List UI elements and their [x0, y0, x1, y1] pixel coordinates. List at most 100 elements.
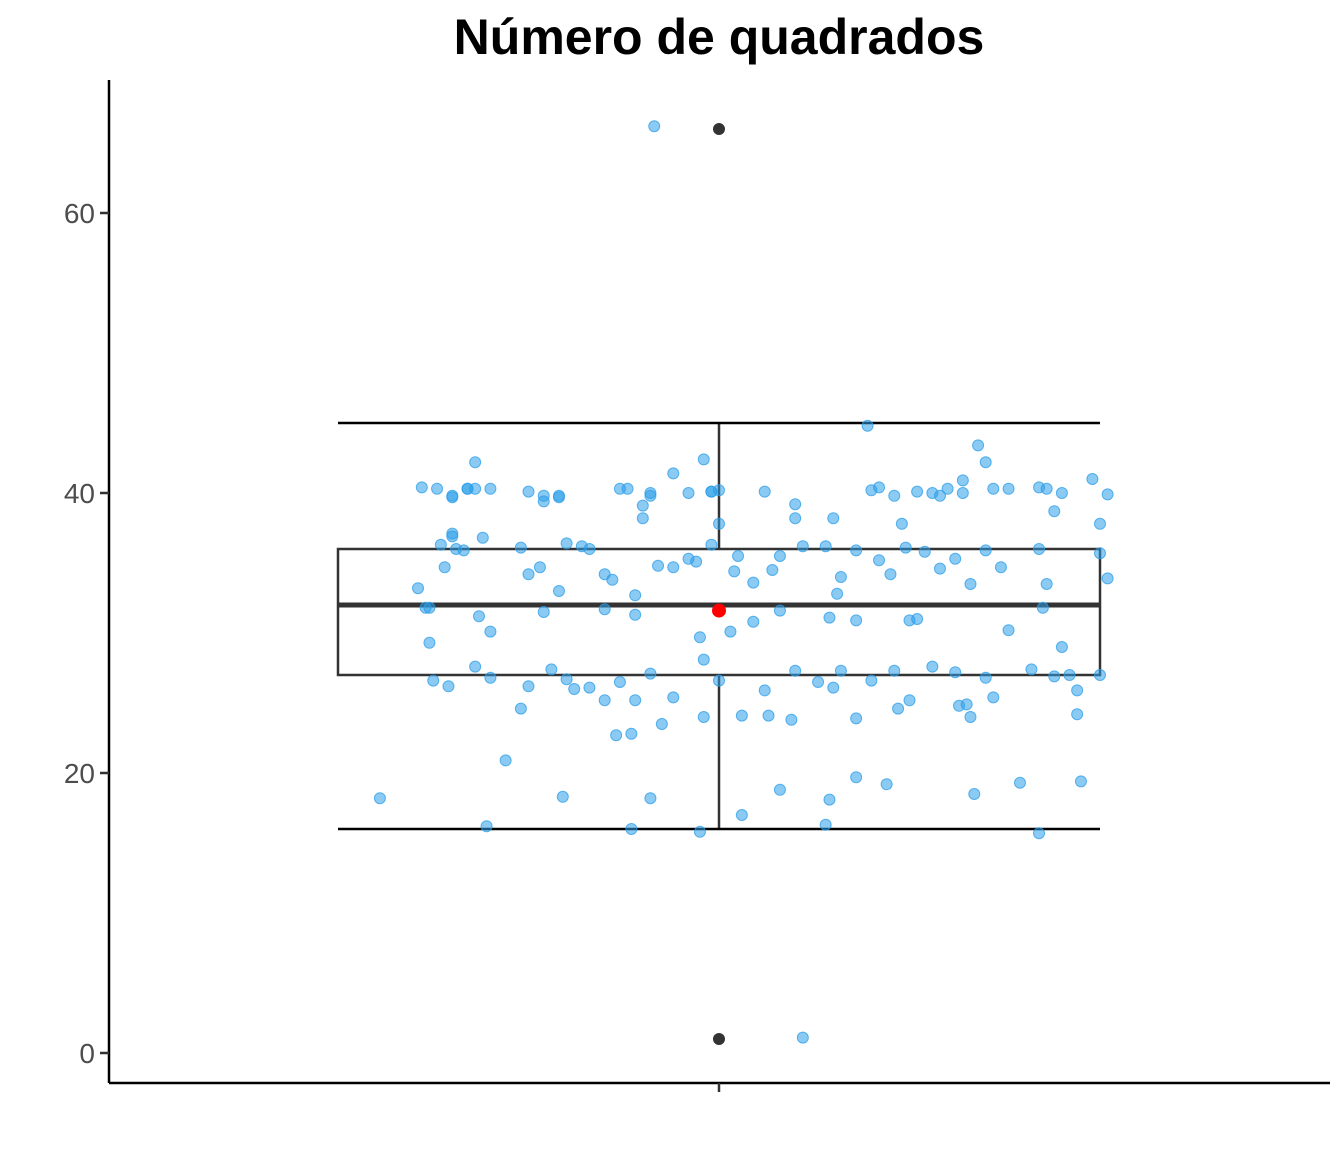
jitter-point — [1002, 624, 1015, 637]
jitter-point — [979, 456, 992, 469]
jitter-point — [972, 439, 985, 452]
jitter-point — [667, 691, 680, 704]
jitter-point — [472, 610, 485, 623]
outlier-point — [713, 123, 725, 135]
jitter-point — [1040, 482, 1053, 495]
jitter-point — [552, 585, 565, 597]
jitter-point — [423, 636, 436, 649]
jitter-point — [1040, 578, 1053, 590]
jitter-point — [762, 709, 775, 722]
axes: 0 20 40 60 — [64, 80, 1330, 1092]
jitter-point — [1036, 601, 1049, 614]
jitter-point — [606, 573, 619, 586]
jitter-point — [610, 729, 623, 742]
jitter-point — [758, 485, 771, 498]
jitter-point — [964, 711, 977, 723]
jitter-point — [941, 482, 954, 495]
jitter-point — [850, 771, 863, 784]
jitter-point — [469, 660, 482, 673]
jitter-point — [469, 456, 482, 469]
jitter-point — [956, 487, 969, 499]
jitter-point — [442, 680, 455, 693]
jitter-point — [1033, 827, 1046, 840]
jitter-point — [758, 684, 771, 697]
jitter-point — [933, 562, 946, 575]
mean-point — [712, 603, 726, 618]
jitter-point — [693, 631, 706, 644]
jitter-point — [690, 555, 703, 568]
jitter-point — [469, 482, 482, 495]
jitter-point — [484, 671, 497, 684]
jitter-point — [1002, 482, 1015, 495]
jitter-point — [693, 825, 706, 838]
jitter-point — [994, 561, 1007, 574]
jitter-point — [522, 568, 535, 581]
jitter-point — [834, 571, 847, 583]
jitter-point — [598, 603, 611, 616]
jitter-point — [949, 666, 962, 679]
jitter-point — [438, 561, 451, 574]
jitter-point — [667, 467, 680, 480]
jitter-point — [705, 538, 718, 551]
y-tick-label: 0 — [79, 1038, 95, 1069]
jitter-point — [823, 793, 836, 806]
jitter-point — [1013, 776, 1026, 789]
jitter-point — [568, 683, 581, 695]
jitter-point — [926, 660, 939, 673]
jitter-point — [964, 578, 977, 590]
jitter-point — [1025, 663, 1038, 676]
jitter-point — [446, 530, 459, 543]
jitter-point — [789, 512, 802, 525]
jitter-point — [735, 709, 748, 722]
jitter-point — [918, 545, 931, 558]
jitter-point — [1094, 547, 1106, 560]
boxplot-markers — [712, 123, 726, 1045]
jitter-point — [850, 544, 863, 557]
jitter-point — [522, 680, 535, 693]
jitter-point — [415, 481, 428, 494]
jitter-point — [865, 674, 878, 687]
y-tick-label: 60 — [64, 198, 95, 229]
jitter-point — [457, 544, 470, 557]
jitter-point — [537, 495, 550, 508]
jitter-point — [1055, 487, 1068, 499]
jitter-point — [979, 671, 992, 684]
jitter-point — [537, 606, 550, 618]
jitter-point — [484, 482, 497, 495]
jitter-point — [773, 550, 786, 562]
jitter-point — [522, 485, 535, 498]
jitter-point — [1063, 669, 1076, 681]
jitter-point — [713, 674, 725, 687]
jitter-point — [873, 481, 886, 494]
jitter-point — [636, 512, 649, 525]
jitter-point — [427, 674, 440, 687]
jitter-point — [629, 589, 642, 602]
jitter-point — [682, 487, 695, 499]
jitter-point — [552, 489, 565, 502]
jitter-point — [735, 809, 748, 821]
y-tick-label: 20 — [64, 758, 95, 789]
jitter-point — [648, 120, 661, 133]
jitter-point — [1101, 572, 1114, 585]
jitter-point — [823, 611, 836, 624]
jitter-points — [373, 120, 1114, 1044]
jitter-point — [911, 485, 924, 498]
jitter-point — [732, 550, 745, 562]
jitter-point — [412, 582, 425, 595]
jitter-point — [434, 538, 447, 551]
jitter-point — [979, 544, 992, 557]
jitter-point — [431, 482, 444, 495]
jitter-point — [888, 489, 901, 502]
jitter-point — [789, 664, 802, 677]
jitter-point — [895, 517, 908, 530]
jitter-point — [987, 482, 1000, 495]
jitter-point — [629, 608, 642, 621]
jitter-point — [655, 718, 668, 730]
jitter-point — [697, 711, 710, 723]
jitter-point — [556, 790, 569, 803]
y-tick-label: 40 — [64, 478, 95, 509]
chart-title: Número de quadrados — [454, 9, 985, 65]
jitter-point — [514, 702, 527, 715]
jitter-point — [812, 676, 825, 688]
